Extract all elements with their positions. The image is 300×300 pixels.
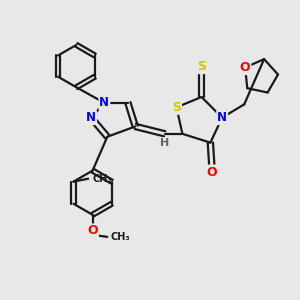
Text: S: S (197, 60, 206, 73)
Text: CH₃: CH₃ (110, 232, 130, 242)
Text: O: O (206, 166, 217, 178)
Text: S: S (172, 101, 181, 114)
Text: CH₃: CH₃ (92, 174, 112, 184)
Text: N: N (217, 111, 227, 124)
Text: O: O (87, 224, 98, 238)
Text: N: N (86, 111, 96, 124)
Text: N: N (99, 96, 110, 110)
Text: H: H (160, 138, 169, 148)
Text: O: O (240, 61, 250, 74)
